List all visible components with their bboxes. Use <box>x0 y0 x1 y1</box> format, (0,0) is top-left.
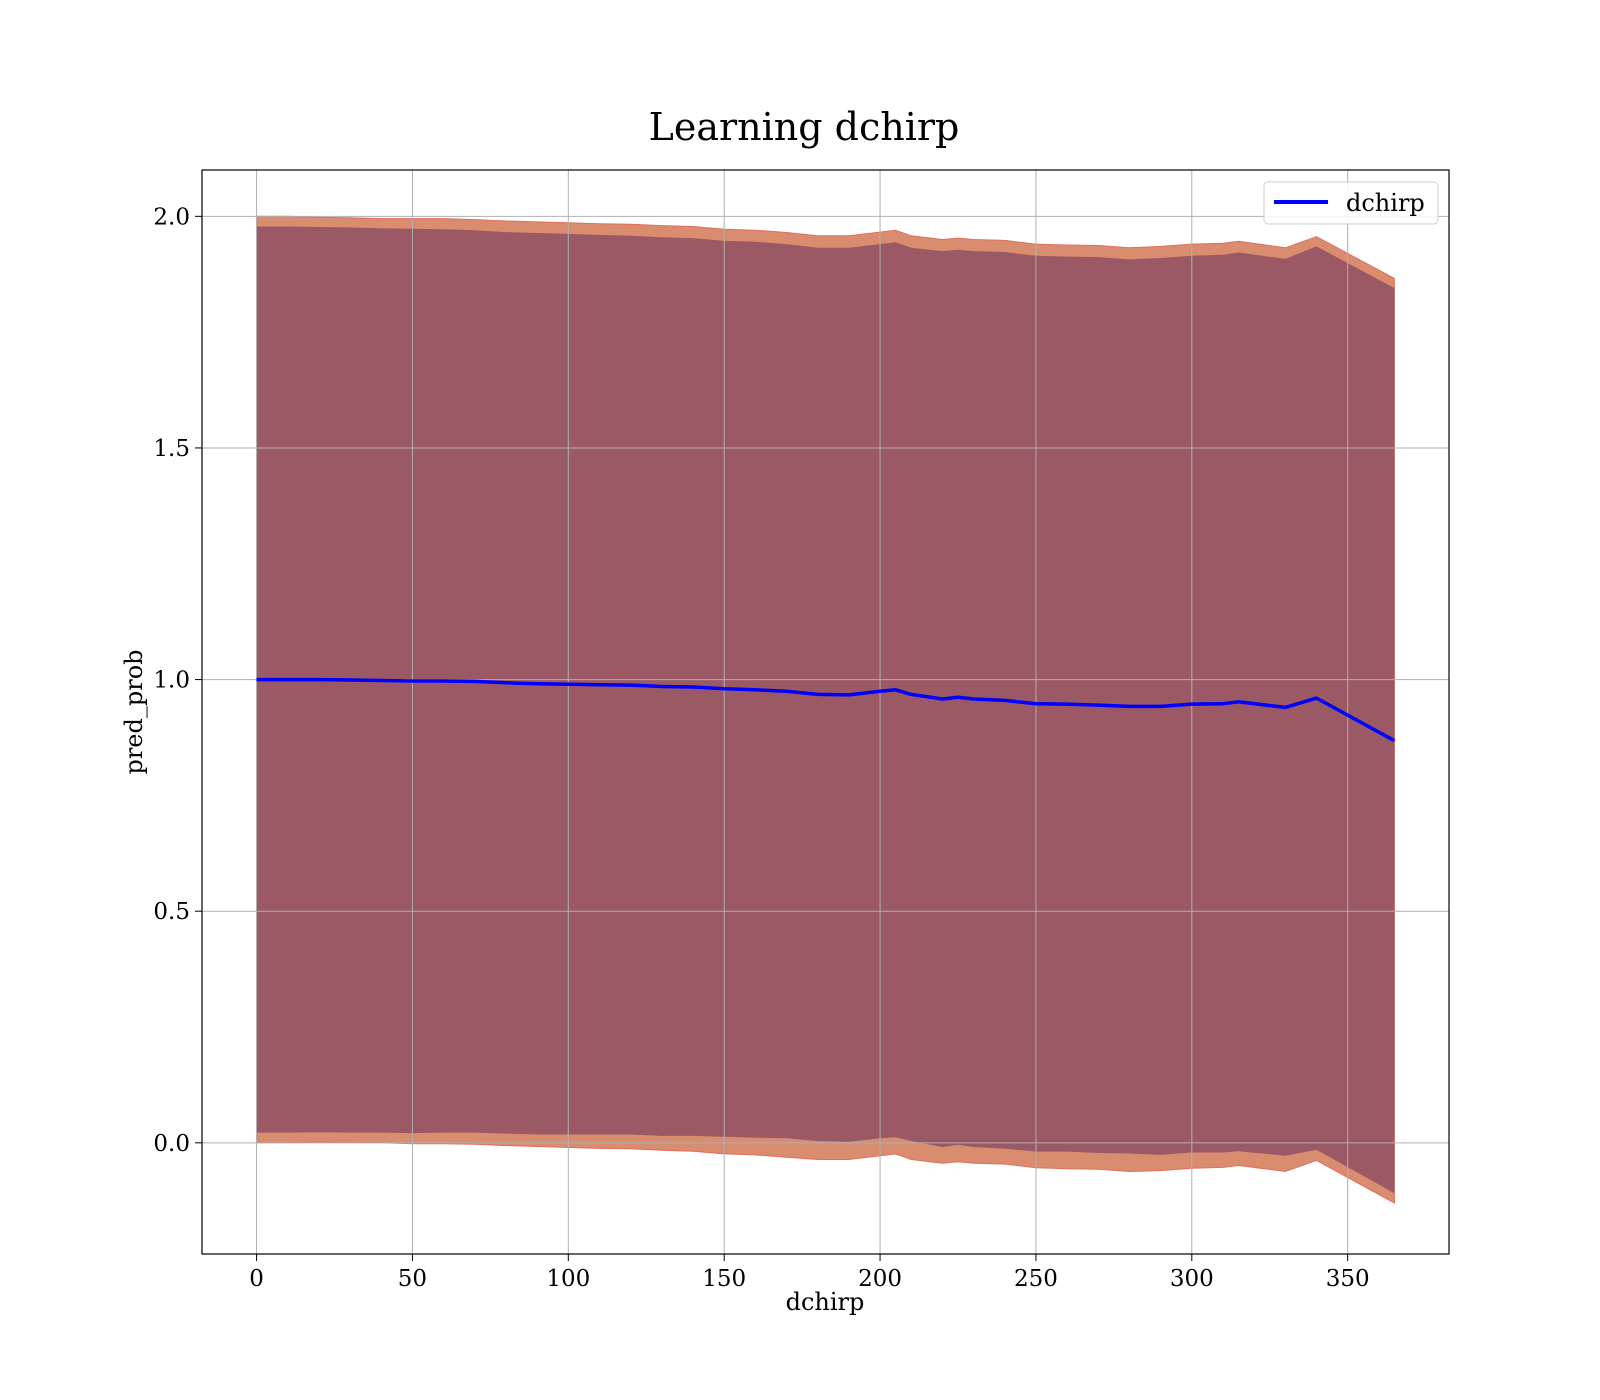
legend-label: dchirp <box>1346 189 1425 217</box>
y-tick-label: 1.5 <box>153 436 190 462</box>
y-axis-label: pred_prob <box>120 649 148 774</box>
chart-title: Learning dchirp <box>649 105 960 149</box>
x-tick-label: 350 <box>1326 1266 1370 1292</box>
x-tick-label: 0 <box>249 1266 264 1292</box>
x-tick-label: 150 <box>702 1266 746 1292</box>
legend-box <box>1263 181 1439 225</box>
inner-confidence-band <box>256 226 1395 1194</box>
x-tick-label: 100 <box>546 1266 590 1292</box>
x-tick-label: 50 <box>398 1266 427 1292</box>
legend: dchirp <box>1263 181 1439 225</box>
y-tick-label: 2.0 <box>153 204 190 230</box>
plot-area <box>202 170 1449 1254</box>
x-tick-label: 300 <box>1170 1266 1214 1292</box>
y-tick-label: 0.0 <box>153 1131 190 1157</box>
y-tick-label: 1.0 <box>153 668 190 694</box>
series-line-dchirp <box>256 677 1396 743</box>
x-axis-label: dchirp <box>786 1288 865 1316</box>
x-tick-label: 250 <box>1014 1266 1058 1292</box>
x-tick-label: 200 <box>858 1266 902 1292</box>
axes-frame <box>201 169 1450 1255</box>
y-tick-label: 0.5 <box>153 899 190 925</box>
